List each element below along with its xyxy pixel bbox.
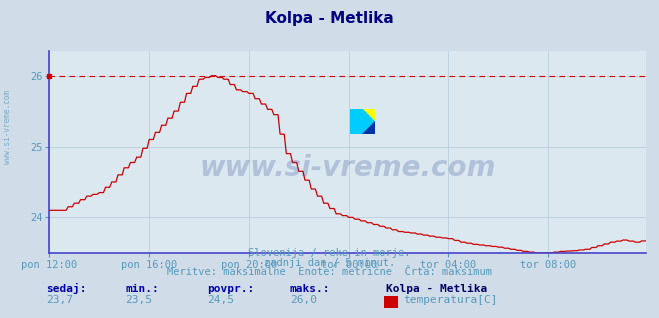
- Text: Meritve: maksimalne  Enote: metrične  Črta: maksimum: Meritve: maksimalne Enote: metrične Črta…: [167, 267, 492, 277]
- Text: temperatura[C]: temperatura[C]: [403, 295, 498, 305]
- Polygon shape: [362, 108, 375, 121]
- Text: www.si-vreme.com: www.si-vreme.com: [3, 90, 13, 164]
- Polygon shape: [362, 121, 375, 134]
- Text: 24,5: 24,5: [208, 295, 235, 305]
- Polygon shape: [350, 108, 375, 134]
- Text: Kolpa - Metlika: Kolpa - Metlika: [386, 284, 487, 294]
- Text: 23,7: 23,7: [46, 295, 73, 305]
- Text: min.:: min.:: [125, 284, 159, 294]
- Text: povpr.:: povpr.:: [208, 284, 255, 294]
- Text: zadnji dan / 5 minut.: zadnji dan / 5 minut.: [264, 258, 395, 267]
- Text: Kolpa - Metlika: Kolpa - Metlika: [265, 11, 394, 26]
- Text: maks.:: maks.:: [290, 284, 330, 294]
- Text: sedaj:: sedaj:: [46, 283, 86, 294]
- Text: Slovenija / reke in morje.: Slovenija / reke in morje.: [248, 248, 411, 258]
- Text: www.si-vreme.com: www.si-vreme.com: [200, 154, 496, 182]
- Text: 23,5: 23,5: [125, 295, 152, 305]
- Text: 26,0: 26,0: [290, 295, 317, 305]
